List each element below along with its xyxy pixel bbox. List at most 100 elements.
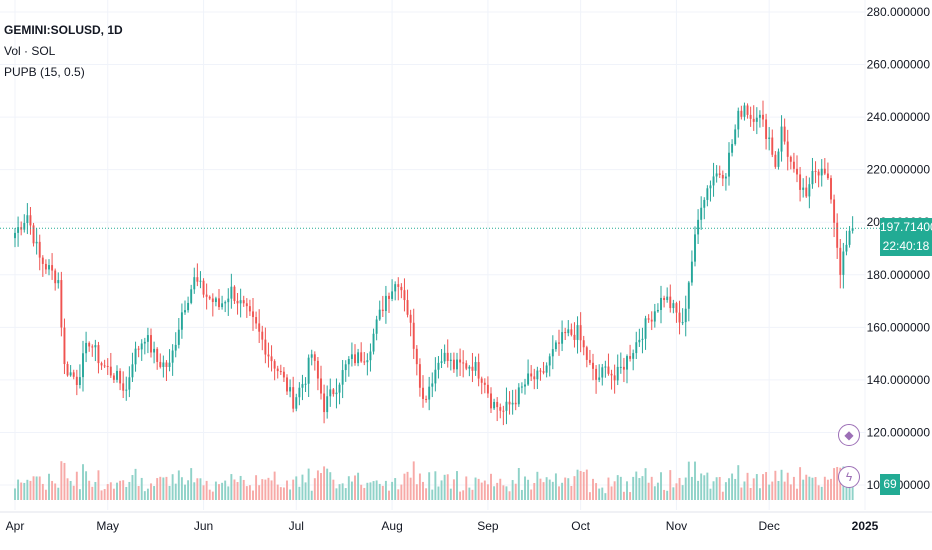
volume-bar — [613, 481, 616, 500]
candle-body — [709, 185, 712, 189]
volume-bar — [75, 471, 78, 500]
candle-body — [780, 126, 783, 152]
volume-bar — [54, 483, 57, 500]
volume-bar — [622, 491, 625, 500]
volume-bar — [304, 482, 307, 500]
candle-body — [150, 335, 152, 353]
candle-body — [208, 296, 211, 299]
candle-body — [415, 348, 418, 365]
candle-body — [372, 333, 375, 352]
volume-bar — [403, 473, 406, 500]
diamond-icon[interactable]: ◆ — [838, 424, 860, 446]
candle-body — [122, 383, 125, 391]
candle-body — [672, 303, 675, 309]
volume-bar — [755, 474, 758, 500]
volume-bar — [128, 481, 131, 500]
lightning-icon[interactable]: ϟ — [838, 466, 860, 488]
candle-body — [796, 168, 798, 175]
volume-bar — [97, 470, 100, 500]
volume-bar — [820, 486, 823, 500]
volume-bar — [527, 479, 530, 500]
candle-body — [221, 303, 224, 308]
candle-body — [341, 370, 344, 385]
candle-body — [180, 312, 183, 330]
candle-body — [97, 345, 100, 364]
volume-bar — [214, 481, 217, 500]
volume-bar — [502, 485, 505, 500]
volume-bar — [94, 481, 97, 500]
candle-body — [230, 286, 233, 299]
candle-body — [406, 300, 409, 315]
volume-bar — [267, 477, 270, 500]
candle-body — [564, 332, 567, 334]
candle-body — [366, 360, 369, 363]
candle-body — [718, 173, 721, 175]
candle-body — [190, 289, 193, 303]
volume-bar — [814, 477, 817, 500]
volume-bar — [418, 473, 421, 500]
volume-bar — [134, 468, 137, 500]
volume-bar — [632, 476, 635, 500]
volume-legend[interactable]: Vol · SOL — [4, 44, 56, 58]
candle-body — [493, 401, 496, 409]
volume-bar — [177, 470, 180, 500]
candle-body — [749, 114, 752, 119]
candle-body — [836, 222, 839, 248]
volume-bar — [190, 468, 193, 500]
candle-body — [663, 297, 666, 301]
volume-bar — [211, 491, 214, 500]
time-axis[interactable]: Apr May Jun Jul Aug Sep Oct Nov Dec 2025 — [0, 511, 932, 533]
symbol-title[interactable]: GEMINI:SOLUSD, 1D — [4, 23, 123, 37]
volume-bar — [851, 487, 854, 500]
candle-body — [768, 137, 771, 139]
candle-body — [703, 199, 706, 208]
candle-body — [576, 325, 579, 340]
volume-bar — [366, 482, 369, 500]
candle-body — [502, 410, 505, 412]
candle-body — [808, 184, 811, 197]
candle-body — [428, 386, 431, 400]
volume-bar — [338, 484, 341, 500]
volume-bar — [406, 471, 409, 500]
candle-body — [224, 302, 227, 304]
candle-body — [833, 199, 836, 223]
candle-body — [508, 401, 511, 405]
candle-body — [125, 389, 128, 391]
volume-bar — [548, 479, 551, 500]
candle-body — [641, 338, 644, 340]
candlesticks — [14, 100, 854, 426]
volume-bar — [307, 468, 310, 500]
candle-body — [143, 341, 146, 344]
candle-body — [252, 311, 254, 318]
volume-bar — [443, 474, 446, 500]
candle-body — [755, 117, 758, 122]
candle-body — [347, 358, 350, 365]
candle-body — [524, 384, 526, 387]
volume-bar — [802, 479, 805, 500]
volume-bar — [292, 479, 295, 500]
volume-bar — [23, 482, 26, 500]
volume-bar — [752, 478, 755, 500]
volume-bar — [452, 479, 455, 500]
volume-bar — [276, 484, 279, 500]
volume-bar — [137, 486, 140, 500]
indicator-legend[interactable]: PUPB (15, 0.5) — [4, 65, 85, 79]
volume-bar — [514, 483, 517, 500]
volume-bar — [357, 472, 360, 500]
candle-body — [446, 352, 449, 361]
volume-bar — [35, 476, 38, 500]
volume-bar — [734, 478, 737, 500]
candle-body — [758, 114, 761, 118]
volume-bar — [400, 484, 403, 500]
candle-body — [14, 232, 16, 239]
volume-bar — [415, 484, 418, 500]
candle-body — [174, 344, 177, 351]
volume-bar — [239, 475, 242, 500]
volume-bar — [595, 483, 598, 500]
candle-body — [604, 366, 607, 368]
candle-body — [400, 286, 403, 291]
candle-body — [712, 176, 715, 186]
volume-bar — [449, 488, 452, 500]
volume-bar — [122, 480, 125, 500]
